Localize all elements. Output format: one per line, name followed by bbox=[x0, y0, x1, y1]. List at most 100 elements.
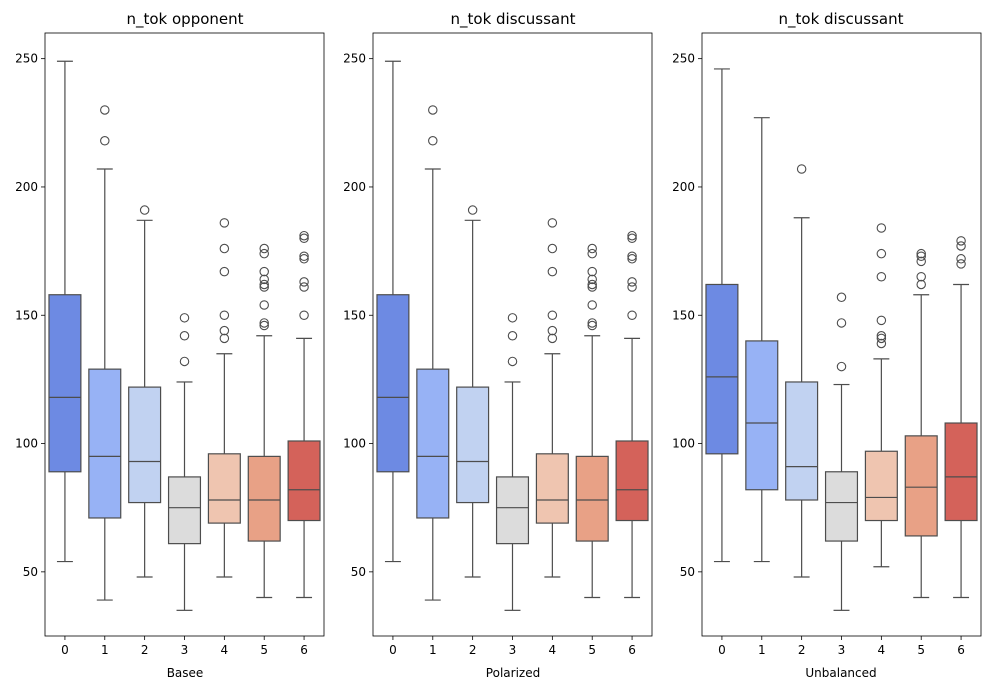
plot-area: 50 100 150 200 250 0 1 2 3 4 5 6 bbox=[672, 32, 982, 657]
outlier-point bbox=[428, 105, 438, 115]
box-category-4 bbox=[864, 223, 898, 568]
outlier-point bbox=[956, 254, 966, 264]
outlier-point bbox=[547, 333, 558, 344]
outlier-point bbox=[547, 325, 558, 336]
outlier-point bbox=[100, 105, 110, 115]
x-tick-label: 0 bbox=[61, 643, 69, 657]
y-tick-label: 250 bbox=[672, 52, 695, 66]
outlier-point bbox=[507, 313, 518, 323]
outlier-point bbox=[299, 310, 309, 321]
x-tick-label: 6 bbox=[628, 643, 636, 657]
outlier-point bbox=[467, 205, 478, 215]
outlier-point bbox=[627, 251, 637, 261]
outlier-point bbox=[259, 318, 269, 328]
box-category-5 bbox=[575, 243, 609, 599]
outlier-point bbox=[956, 236, 966, 246]
x-tick-label: 1 bbox=[101, 643, 109, 657]
outlier-point bbox=[587, 318, 597, 328]
box-category-4 bbox=[207, 218, 241, 578]
y-tick-label: 250 bbox=[15, 52, 38, 66]
y-tick-label: 200 bbox=[672, 180, 695, 194]
outlier-point bbox=[587, 248, 597, 259]
outlier-point bbox=[916, 251, 926, 261]
x-tick-label: 1 bbox=[758, 643, 766, 657]
outlier-point bbox=[627, 230, 637, 241]
x-tick-label: 5 bbox=[917, 643, 925, 657]
x-tick-label: 3 bbox=[838, 643, 846, 657]
x-tick-label: 2 bbox=[469, 643, 477, 657]
outlier-point bbox=[876, 272, 887, 282]
y-tick-label: 50 bbox=[351, 565, 366, 579]
box-category-2 bbox=[456, 205, 490, 578]
panel-title: n_tok opponent bbox=[126, 10, 243, 29]
outlier-point bbox=[836, 318, 847, 328]
outlier-point bbox=[259, 320, 269, 331]
outlier-point bbox=[627, 254, 637, 264]
outlier-point bbox=[627, 310, 637, 321]
panel-polarized: n_tok discussant 50 100 150 200 250 0 1 2 3 4 5 6 P… bbox=[343, 10, 653, 680]
outlier-point bbox=[876, 333, 887, 344]
iqr-box bbox=[128, 386, 162, 504]
outlier-point bbox=[219, 266, 230, 277]
panel-title: n_tok discussant bbox=[779, 10, 904, 29]
box-category-5 bbox=[247, 243, 281, 599]
outlier-point bbox=[627, 233, 637, 244]
outlier-point bbox=[259, 266, 269, 277]
outlier-point bbox=[547, 310, 558, 321]
plot-area: 50 100 150 200 250 0 1 2 3 4 5 6 bbox=[343, 32, 653, 657]
box-category-3 bbox=[167, 313, 202, 611]
outlier-point bbox=[796, 164, 807, 174]
iqr-box bbox=[705, 283, 739, 455]
x-tick-label: 3 bbox=[509, 643, 517, 657]
x-tick-label: 5 bbox=[260, 643, 268, 657]
iqr-box bbox=[824, 471, 859, 542]
y-tick-label: 50 bbox=[680, 565, 695, 579]
x-tick-label: 2 bbox=[141, 643, 149, 657]
iqr-box bbox=[48, 294, 82, 473]
iqr-box bbox=[575, 455, 609, 542]
box-category-0 bbox=[705, 68, 739, 563]
outlier-point bbox=[139, 205, 150, 215]
box-category-0 bbox=[376, 60, 410, 563]
outlier-point bbox=[587, 274, 597, 285]
iqr-box bbox=[944, 422, 978, 522]
iqr-box bbox=[615, 440, 649, 522]
y-tick-label: 100 bbox=[343, 437, 366, 451]
outlier-point bbox=[876, 248, 887, 259]
x-tick-label: 4 bbox=[878, 643, 886, 657]
outlier-point bbox=[956, 241, 966, 251]
y-tick-label: 100 bbox=[15, 437, 38, 451]
x-tick-label: 6 bbox=[957, 643, 965, 657]
outlier-point bbox=[876, 338, 887, 349]
box-category-6 bbox=[944, 236, 978, 599]
outlier-point bbox=[547, 243, 558, 254]
outlier-point bbox=[876, 223, 887, 233]
x-tick-label: 6 bbox=[300, 643, 308, 657]
outlier-point bbox=[299, 254, 309, 264]
box-category-1 bbox=[88, 105, 122, 601]
y-tick-label: 150 bbox=[672, 308, 695, 322]
iqr-box bbox=[785, 381, 819, 501]
box-category-1 bbox=[745, 117, 779, 563]
box-category-3 bbox=[824, 292, 859, 611]
panel-unbalanced: n_tok discussant 50 100 150 200 250 0 1 2 3 4 5 6 U… bbox=[672, 10, 982, 680]
iqr-box bbox=[495, 476, 530, 545]
outlier-point bbox=[587, 279, 597, 290]
iqr-box bbox=[535, 453, 569, 524]
box-category-3 bbox=[495, 313, 530, 611]
outlier-point bbox=[836, 292, 847, 303]
outlier-point bbox=[100, 136, 110, 146]
outlier-point bbox=[587, 300, 597, 310]
box-category-1 bbox=[416, 105, 450, 601]
outlier-point bbox=[916, 272, 926, 282]
iqr-box bbox=[745, 340, 779, 491]
outlier-point bbox=[259, 274, 269, 285]
outlier-point bbox=[299, 230, 309, 241]
x-axis-label: Basee bbox=[167, 666, 204, 680]
outlier-point bbox=[259, 243, 269, 254]
x-tick-label: 1 bbox=[429, 643, 437, 657]
box-category-0 bbox=[48, 60, 82, 563]
outlier-point bbox=[428, 136, 438, 146]
outlier-point bbox=[219, 333, 230, 344]
